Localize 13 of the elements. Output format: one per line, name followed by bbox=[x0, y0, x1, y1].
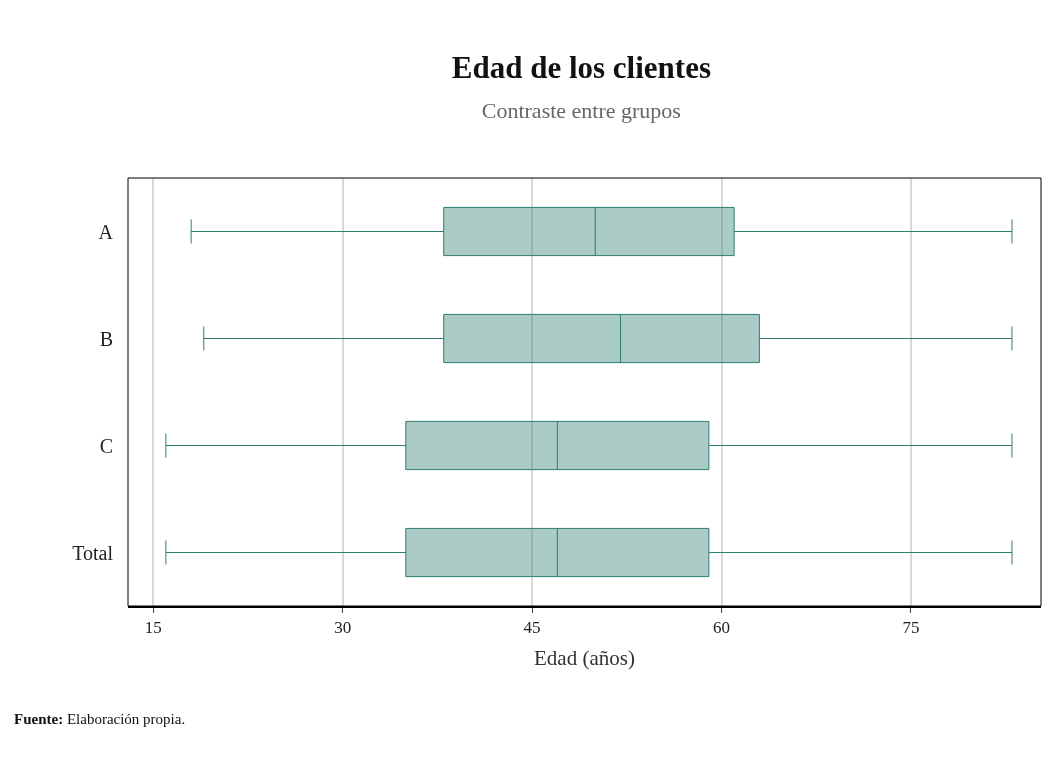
chart-subtitle: Contraste entre grupos bbox=[481, 98, 681, 124]
x-axis-title: Edad (años) bbox=[534, 646, 635, 671]
source-note: Fuente: Elaboración propia. bbox=[14, 711, 186, 727]
x-tick-label: 75 bbox=[902, 618, 920, 638]
y-tick-label: Total bbox=[72, 541, 114, 564]
y-tick-label: A bbox=[98, 220, 114, 243]
x-tick-label: 45 bbox=[523, 618, 541, 638]
x-tick-label: 60 bbox=[713, 618, 731, 638]
y-tick-label: B bbox=[99, 327, 113, 350]
chart-title: Edad de los clientes bbox=[451, 49, 711, 85]
x-tick-label: 30 bbox=[334, 618, 352, 638]
x-tick-label: 15 bbox=[144, 618, 162, 638]
y-tick-label: C bbox=[99, 434, 113, 457]
